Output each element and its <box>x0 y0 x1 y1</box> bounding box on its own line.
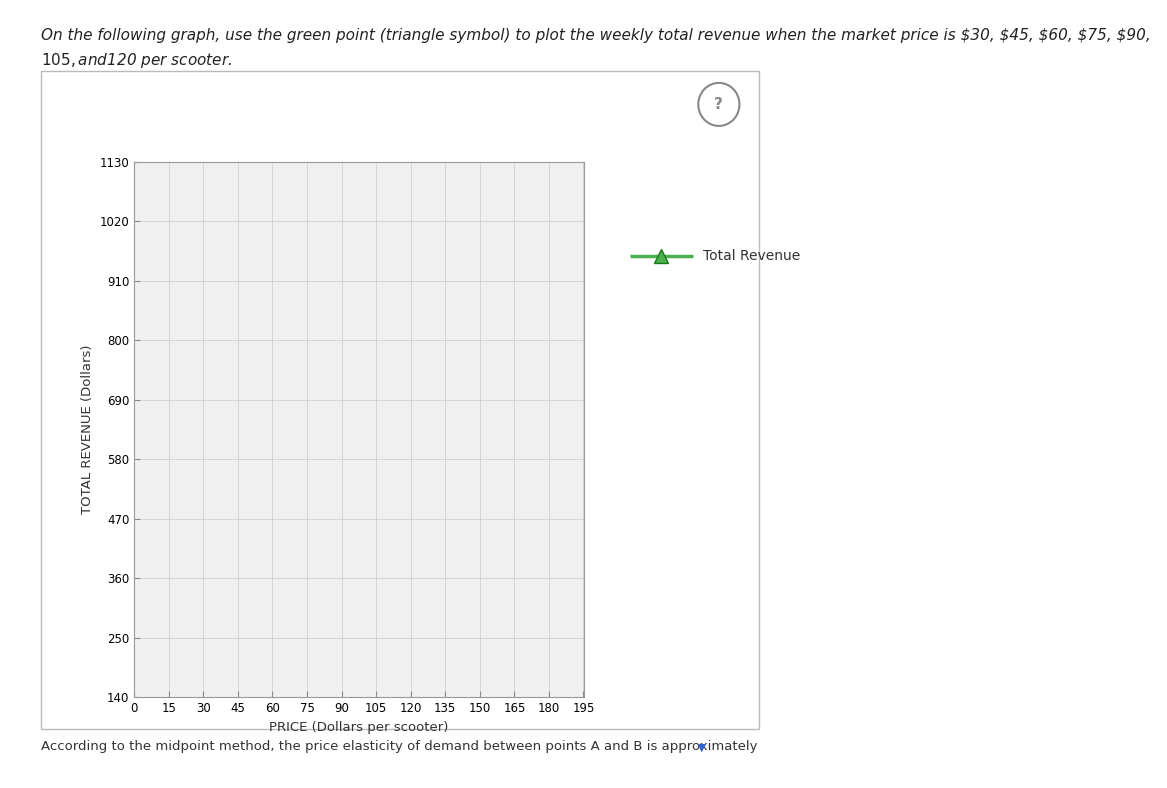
X-axis label: PRICE (Dollars per scooter): PRICE (Dollars per scooter) <box>270 721 448 734</box>
Text: $105, and $120 per scooter.: $105, and $120 per scooter. <box>41 51 232 70</box>
Text: On the following graph, use the green point (triangle symbol) to plot the weekly: On the following graph, use the green po… <box>41 28 1151 43</box>
Text: ▼: ▼ <box>694 742 706 753</box>
Text: ?: ? <box>714 97 724 112</box>
Text: .: . <box>721 740 729 753</box>
Text: Total Revenue: Total Revenue <box>703 249 801 262</box>
Y-axis label: TOTAL REVENUE (Dollars): TOTAL REVENUE (Dollars) <box>81 344 95 515</box>
Text: According to the midpoint method, the price elasticity of demand between points : According to the midpoint method, the pr… <box>41 740 757 753</box>
